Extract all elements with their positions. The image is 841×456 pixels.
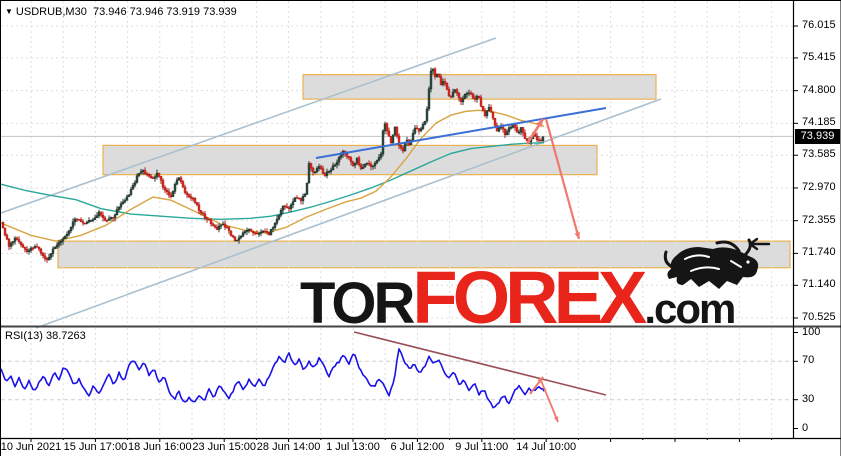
time-axis-label: 18 Jun 16:00 [127, 441, 192, 453]
rsi-indicator-label: RSI(13) 38.7263 [5, 330, 86, 342]
price-axis-label: 74.185 [802, 116, 836, 129]
sr-zone [57, 240, 791, 269]
sr-zones [57, 74, 791, 269]
sr-zone [302, 74, 657, 100]
forecast-arrow [544, 118, 581, 240]
rsi-axis-label: 0 [802, 421, 809, 434]
quote-open: 73.946 [92, 6, 127, 18]
time-axis-label: 23 Jun 15:00 [192, 441, 256, 453]
current-price-badge: 73.939 [795, 129, 840, 144]
symbol-marker-icon: ▼ [5, 7, 13, 16]
symbol-name: USDRUB,M30 [15, 6, 87, 18]
price-axis-label: 71.140 [802, 278, 836, 291]
rsi-axis-label: 100 [802, 325, 821, 338]
time-axis-label: 6 Jul 12:00 [390, 441, 445, 453]
price-axis-label: 72.970 [802, 180, 836, 193]
rsi-name: RSI(13) [5, 330, 43, 342]
quote-high: 73.946 [129, 6, 164, 18]
quote-close: 73.939 [203, 6, 237, 18]
rsi-axis-label: 30 [802, 392, 815, 405]
ma-fast-line [1, 109, 545, 242]
price-axis-label: 74.800 [802, 83, 836, 96]
rsi-trendline [353, 331, 607, 396]
time-axis-label: 28 Jun 14:00 [256, 441, 321, 453]
price-axis-label: 76.015 [802, 19, 836, 31]
symbol-header: ▼ USDRUB,M30 73.946 73.946 73.919 73.939 [5, 6, 237, 18]
price-axis-label: 72.355 [802, 213, 836, 226]
rsi-value: 38.7263 [45, 330, 86, 342]
rsi-axis-label: 70 [802, 354, 815, 367]
price-axis-label: 70.525 [802, 311, 836, 323]
ma-slow-line [1, 142, 545, 221]
forecast-arrow [539, 377, 559, 423]
time-axis-label: 1 Jul 13:00 [326, 441, 380, 453]
candles [1, 67, 545, 263]
ascending-channel [1, 37, 662, 329]
forecast-arrow [525, 118, 545, 145]
time-axis-label: 9 Jul 11:00 [455, 441, 509, 453]
time-axis-label: 15 Jun 17:00 [63, 441, 128, 453]
price-axis-label: 71.740 [802, 246, 836, 259]
time-axis-label: 14 Jul 10:00 [516, 441, 577, 453]
price-axis-label: 73.585 [802, 148, 836, 161]
quote-low: 73.919 [166, 6, 201, 18]
rsi-line [1, 348, 545, 409]
price-axis-label: 75.415 [802, 50, 836, 63]
time-axis-label: 10 Jun 2021 [0, 441, 62, 453]
blue-trendline [315, 107, 607, 159]
